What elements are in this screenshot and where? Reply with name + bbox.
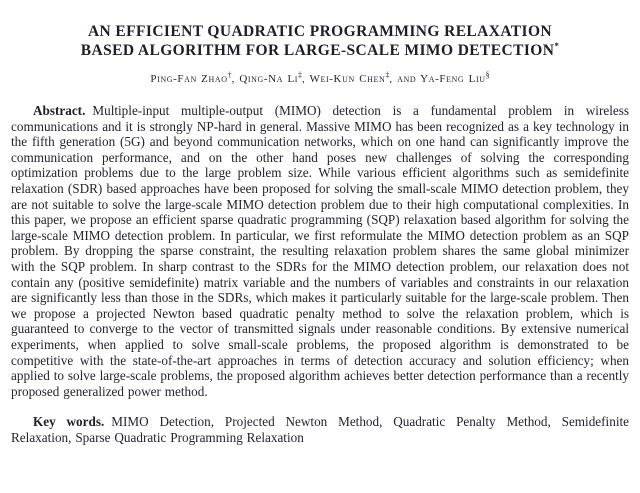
- author-separator-3: , and: [389, 73, 421, 85]
- title-line-2-text: BASED ALGORITHM FOR LARGE-SCALE MIMO DET…: [80, 42, 555, 59]
- title-line-2: BASED ALGORITHM FOR LARGE-SCALE MIMO DET…: [11, 41, 629, 60]
- abstract-label: Abstract.: [33, 103, 86, 118]
- author-separator-1: ,: [231, 73, 240, 85]
- author-footnote-mark-3: ‡: [385, 70, 390, 80]
- page-title: AN EFFICIENT QUADRATIC PROGRAMMING RELAX…: [11, 22, 629, 60]
- keywords-text: MIMO Detection, Projected Newton Method,…: [11, 414, 629, 445]
- author-name-2: Qing-Na Li: [239, 73, 299, 85]
- author-name-4: Ya-Feng Liu: [420, 73, 486, 85]
- author-footnote-mark-4: §: [485, 70, 490, 80]
- author-footnote-mark-2: ‡: [298, 70, 303, 80]
- author-line: Ping-Fan Zhao†, Qing-Na Li‡, Wei-Kun Che…: [11, 70, 629, 85]
- abstract-text: Multiple-input multiple-output (MIMO) de…: [11, 103, 629, 399]
- abstract-paragraph: Abstract. Multiple-input multiple-output …: [11, 103, 629, 399]
- keywords-paragraph: Key words. MIMO Detection, Projected Newt…: [11, 414, 629, 445]
- author-separator-2: ,: [302, 73, 310, 85]
- author-footnote-mark-1: †: [227, 70, 232, 80]
- keywords-label: Key words.: [33, 414, 105, 430]
- title-line-1: AN EFFICIENT QUADRATIC PROGRAMMING RELAX…: [87, 23, 553, 40]
- author-name-1: Ping-Fan Zhao: [150, 73, 228, 85]
- author-name-3: Wei-Kun Chen: [309, 73, 386, 85]
- title-footnote-mark: *: [554, 40, 560, 51]
